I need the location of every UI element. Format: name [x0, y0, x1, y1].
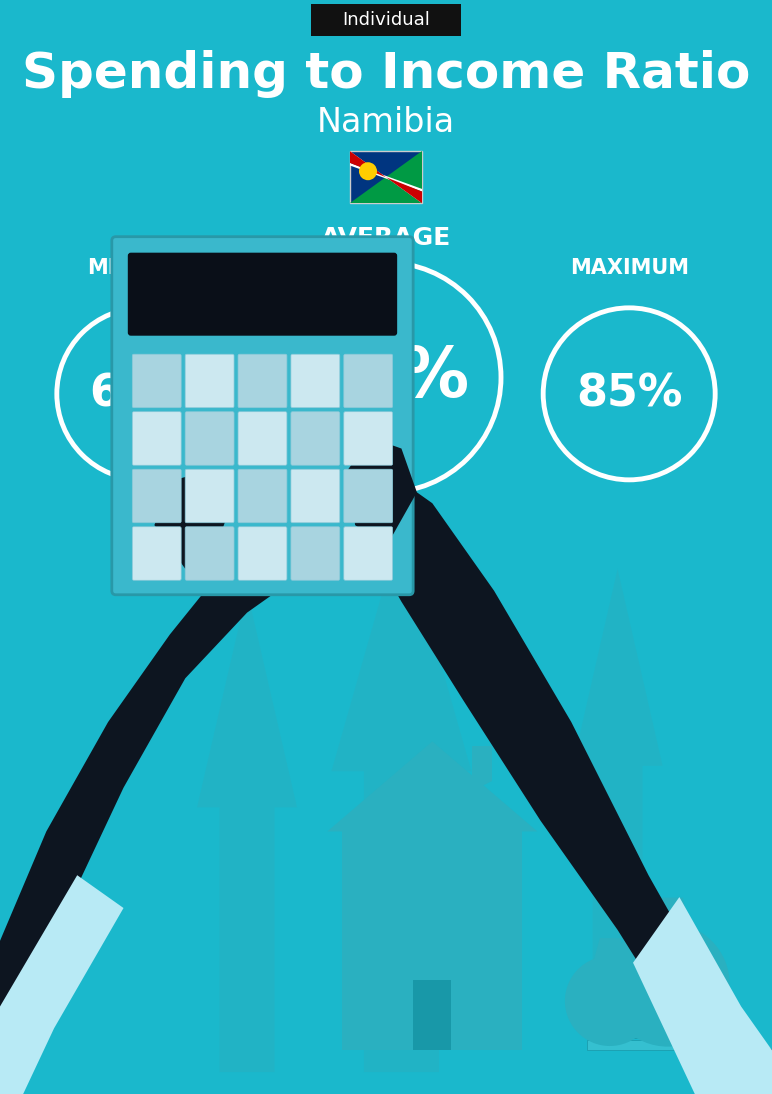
FancyBboxPatch shape — [185, 411, 234, 465]
FancyBboxPatch shape — [291, 526, 340, 580]
Text: 76%: 76% — [303, 344, 469, 411]
Polygon shape — [633, 897, 772, 1094]
Polygon shape — [327, 742, 537, 831]
Text: $: $ — [655, 966, 681, 1003]
Text: 85%: 85% — [576, 372, 682, 416]
FancyBboxPatch shape — [132, 469, 181, 523]
FancyBboxPatch shape — [344, 411, 393, 465]
FancyBboxPatch shape — [587, 992, 677, 1002]
Text: AVERAGE: AVERAGE — [321, 226, 451, 251]
FancyBboxPatch shape — [132, 526, 181, 580]
Polygon shape — [350, 163, 422, 191]
FancyBboxPatch shape — [291, 354, 340, 408]
Polygon shape — [350, 151, 422, 203]
Polygon shape — [154, 470, 232, 569]
FancyBboxPatch shape — [587, 1028, 677, 1038]
Polygon shape — [0, 481, 371, 1094]
FancyBboxPatch shape — [587, 980, 677, 990]
Text: Namibia: Namibia — [317, 106, 455, 139]
FancyBboxPatch shape — [587, 1004, 677, 1014]
Polygon shape — [573, 569, 662, 1006]
Text: Spending to Income Ratio: Spending to Income Ratio — [22, 50, 750, 98]
FancyBboxPatch shape — [132, 354, 181, 408]
Polygon shape — [594, 938, 626, 961]
Polygon shape — [0, 875, 124, 1094]
FancyBboxPatch shape — [587, 1016, 677, 1026]
Text: 69%: 69% — [90, 372, 196, 416]
Text: MAXIMUM: MAXIMUM — [570, 258, 689, 278]
FancyBboxPatch shape — [238, 469, 287, 523]
Polygon shape — [363, 470, 772, 1094]
FancyBboxPatch shape — [185, 469, 234, 523]
Polygon shape — [342, 831, 523, 1050]
FancyBboxPatch shape — [291, 469, 340, 523]
FancyBboxPatch shape — [238, 411, 287, 465]
Circle shape — [606, 922, 730, 1047]
Polygon shape — [197, 591, 297, 1072]
FancyBboxPatch shape — [185, 526, 234, 580]
Polygon shape — [347, 438, 417, 547]
Polygon shape — [472, 746, 493, 791]
FancyBboxPatch shape — [344, 354, 393, 408]
Text: Individual: Individual — [342, 11, 430, 28]
FancyBboxPatch shape — [112, 236, 413, 595]
Circle shape — [359, 162, 377, 181]
FancyBboxPatch shape — [128, 253, 397, 336]
FancyBboxPatch shape — [238, 526, 287, 580]
FancyBboxPatch shape — [350, 151, 422, 203]
Polygon shape — [646, 897, 689, 928]
Text: MINIMUM: MINIMUM — [87, 258, 198, 278]
FancyBboxPatch shape — [291, 411, 340, 465]
Polygon shape — [350, 151, 422, 203]
Polygon shape — [331, 525, 472, 1072]
FancyBboxPatch shape — [344, 526, 393, 580]
FancyBboxPatch shape — [311, 3, 461, 36]
FancyBboxPatch shape — [413, 980, 452, 1050]
Circle shape — [565, 956, 655, 1046]
FancyBboxPatch shape — [185, 354, 234, 408]
FancyBboxPatch shape — [132, 411, 181, 465]
FancyBboxPatch shape — [344, 469, 393, 523]
FancyBboxPatch shape — [238, 354, 287, 408]
FancyBboxPatch shape — [587, 1040, 677, 1050]
Polygon shape — [350, 151, 422, 203]
